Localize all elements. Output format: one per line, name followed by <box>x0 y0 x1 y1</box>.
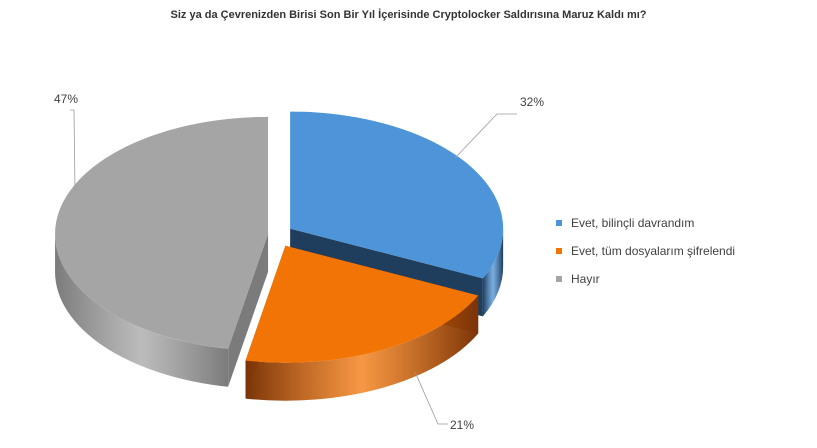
slice-outer-wall <box>482 228 504 317</box>
legend-label: Evet, tüm dosyalarım şifrelendi <box>571 244 736 258</box>
slice-outer-wall <box>245 295 479 401</box>
chart-title: Siz ya da Çevrenizden Birisi Son Bir Yıl… <box>170 9 647 21</box>
data-label: 47% <box>54 92 78 106</box>
legend-swatch-gray <box>556 276 562 282</box>
legend-label: Evet, bilinçli davrandım <box>571 216 695 230</box>
data-label: 21% <box>450 418 474 432</box>
leader-line <box>70 109 76 191</box>
legend-swatch-blue <box>556 220 562 226</box>
legend-label: Hayır <box>571 272 600 286</box>
data-label: 32% <box>520 95 544 109</box>
legend-item: Hayır <box>556 272 735 286</box>
pie-slice <box>290 111 504 279</box>
legend-item: Evet, tüm dosyalarım şifrelendi <box>556 244 735 258</box>
legend: Evet, bilinçli davrandım Evet, tüm dosya… <box>556 216 735 300</box>
pie-slice <box>55 116 269 349</box>
slice-cut-face <box>228 233 269 387</box>
leader-line <box>454 113 517 159</box>
legend-swatch-orange <box>556 248 562 254</box>
pie-slice <box>245 245 479 363</box>
legend-item: Evet, bilinçli davrandım <box>556 216 735 230</box>
leader-line <box>414 371 448 425</box>
slice-outer-wall <box>55 233 229 387</box>
